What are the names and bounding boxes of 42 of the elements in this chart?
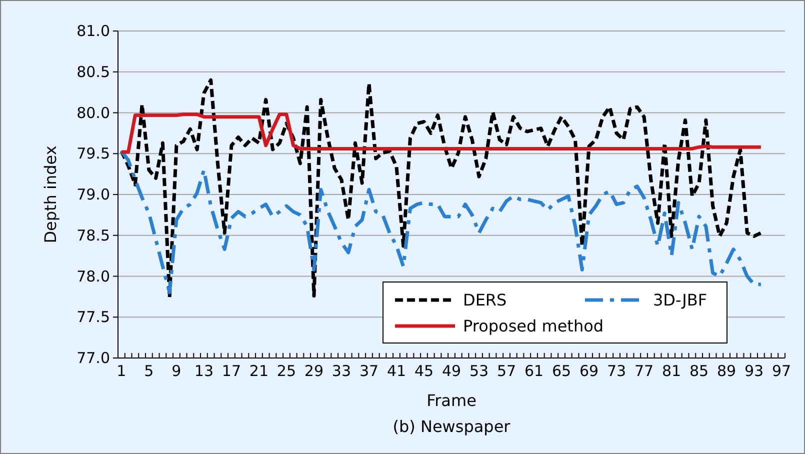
- x-tick-label: 69: [579, 362, 599, 380]
- x-tick-label: 81: [662, 362, 682, 380]
- x-tick-label: 25: [276, 362, 296, 380]
- x-tick-label: 17: [222, 362, 242, 380]
- x-tick-label: 73: [606, 362, 626, 380]
- y-tick-label: 77.0: [76, 349, 110, 367]
- x-tick-label: 9: [172, 362, 182, 380]
- y-tick-label: 79.0: [76, 186, 110, 204]
- y-tick-label: 80.5: [76, 62, 110, 81]
- y-tick-label: 81.0: [76, 22, 110, 40]
- x-tick-label: 77: [634, 362, 654, 380]
- legend-label: 3D-JBF: [653, 290, 708, 310]
- x-tick-label: 57: [496, 362, 516, 380]
- line-series: [120, 149, 763, 294]
- text: (b) Newspaper: [392, 417, 511, 436]
- x-tick-label: 45: [414, 362, 434, 380]
- x-tick-label: 5: [144, 362, 154, 380]
- x-tick-label: 41: [386, 362, 406, 380]
- y-tick-label: 78.0: [76, 267, 110, 286]
- y-tick-label: 77.5: [76, 308, 110, 326]
- x-tick-label: 1: [116, 362, 126, 380]
- y-tick-label: 78.5: [76, 226, 110, 244]
- line-series: [120, 112, 763, 154]
- x-tick-label: 33: [332, 362, 352, 380]
- x-tick-label: 93: [744, 362, 764, 380]
- x-tick-label: 29: [304, 362, 324, 380]
- x-tick-label: 49: [442, 362, 462, 380]
- x-tick-label: 85: [690, 362, 709, 380]
- x-tick-label: 53: [469, 362, 489, 380]
- x-tick-label: 97: [772, 362, 792, 380]
- x-tick-label: 61: [524, 362, 544, 380]
- x-tick-label: 21: [249, 362, 269, 380]
- x-axis-title: Frame: [426, 391, 476, 410]
- y-tick-label: 79.5: [76, 144, 110, 163]
- x-tick-label: 13: [194, 362, 214, 380]
- y-tick-label: 80.0: [76, 104, 110, 122]
- x-tick-label: 37: [359, 362, 379, 380]
- legend-label: Proposed method: [463, 316, 604, 336]
- x-tick-label: 65: [552, 362, 572, 380]
- legend-label: DERS: [463, 290, 507, 310]
- x-tick-label: 89: [717, 362, 736, 380]
- y-axis-title: Depth index: [41, 146, 60, 244]
